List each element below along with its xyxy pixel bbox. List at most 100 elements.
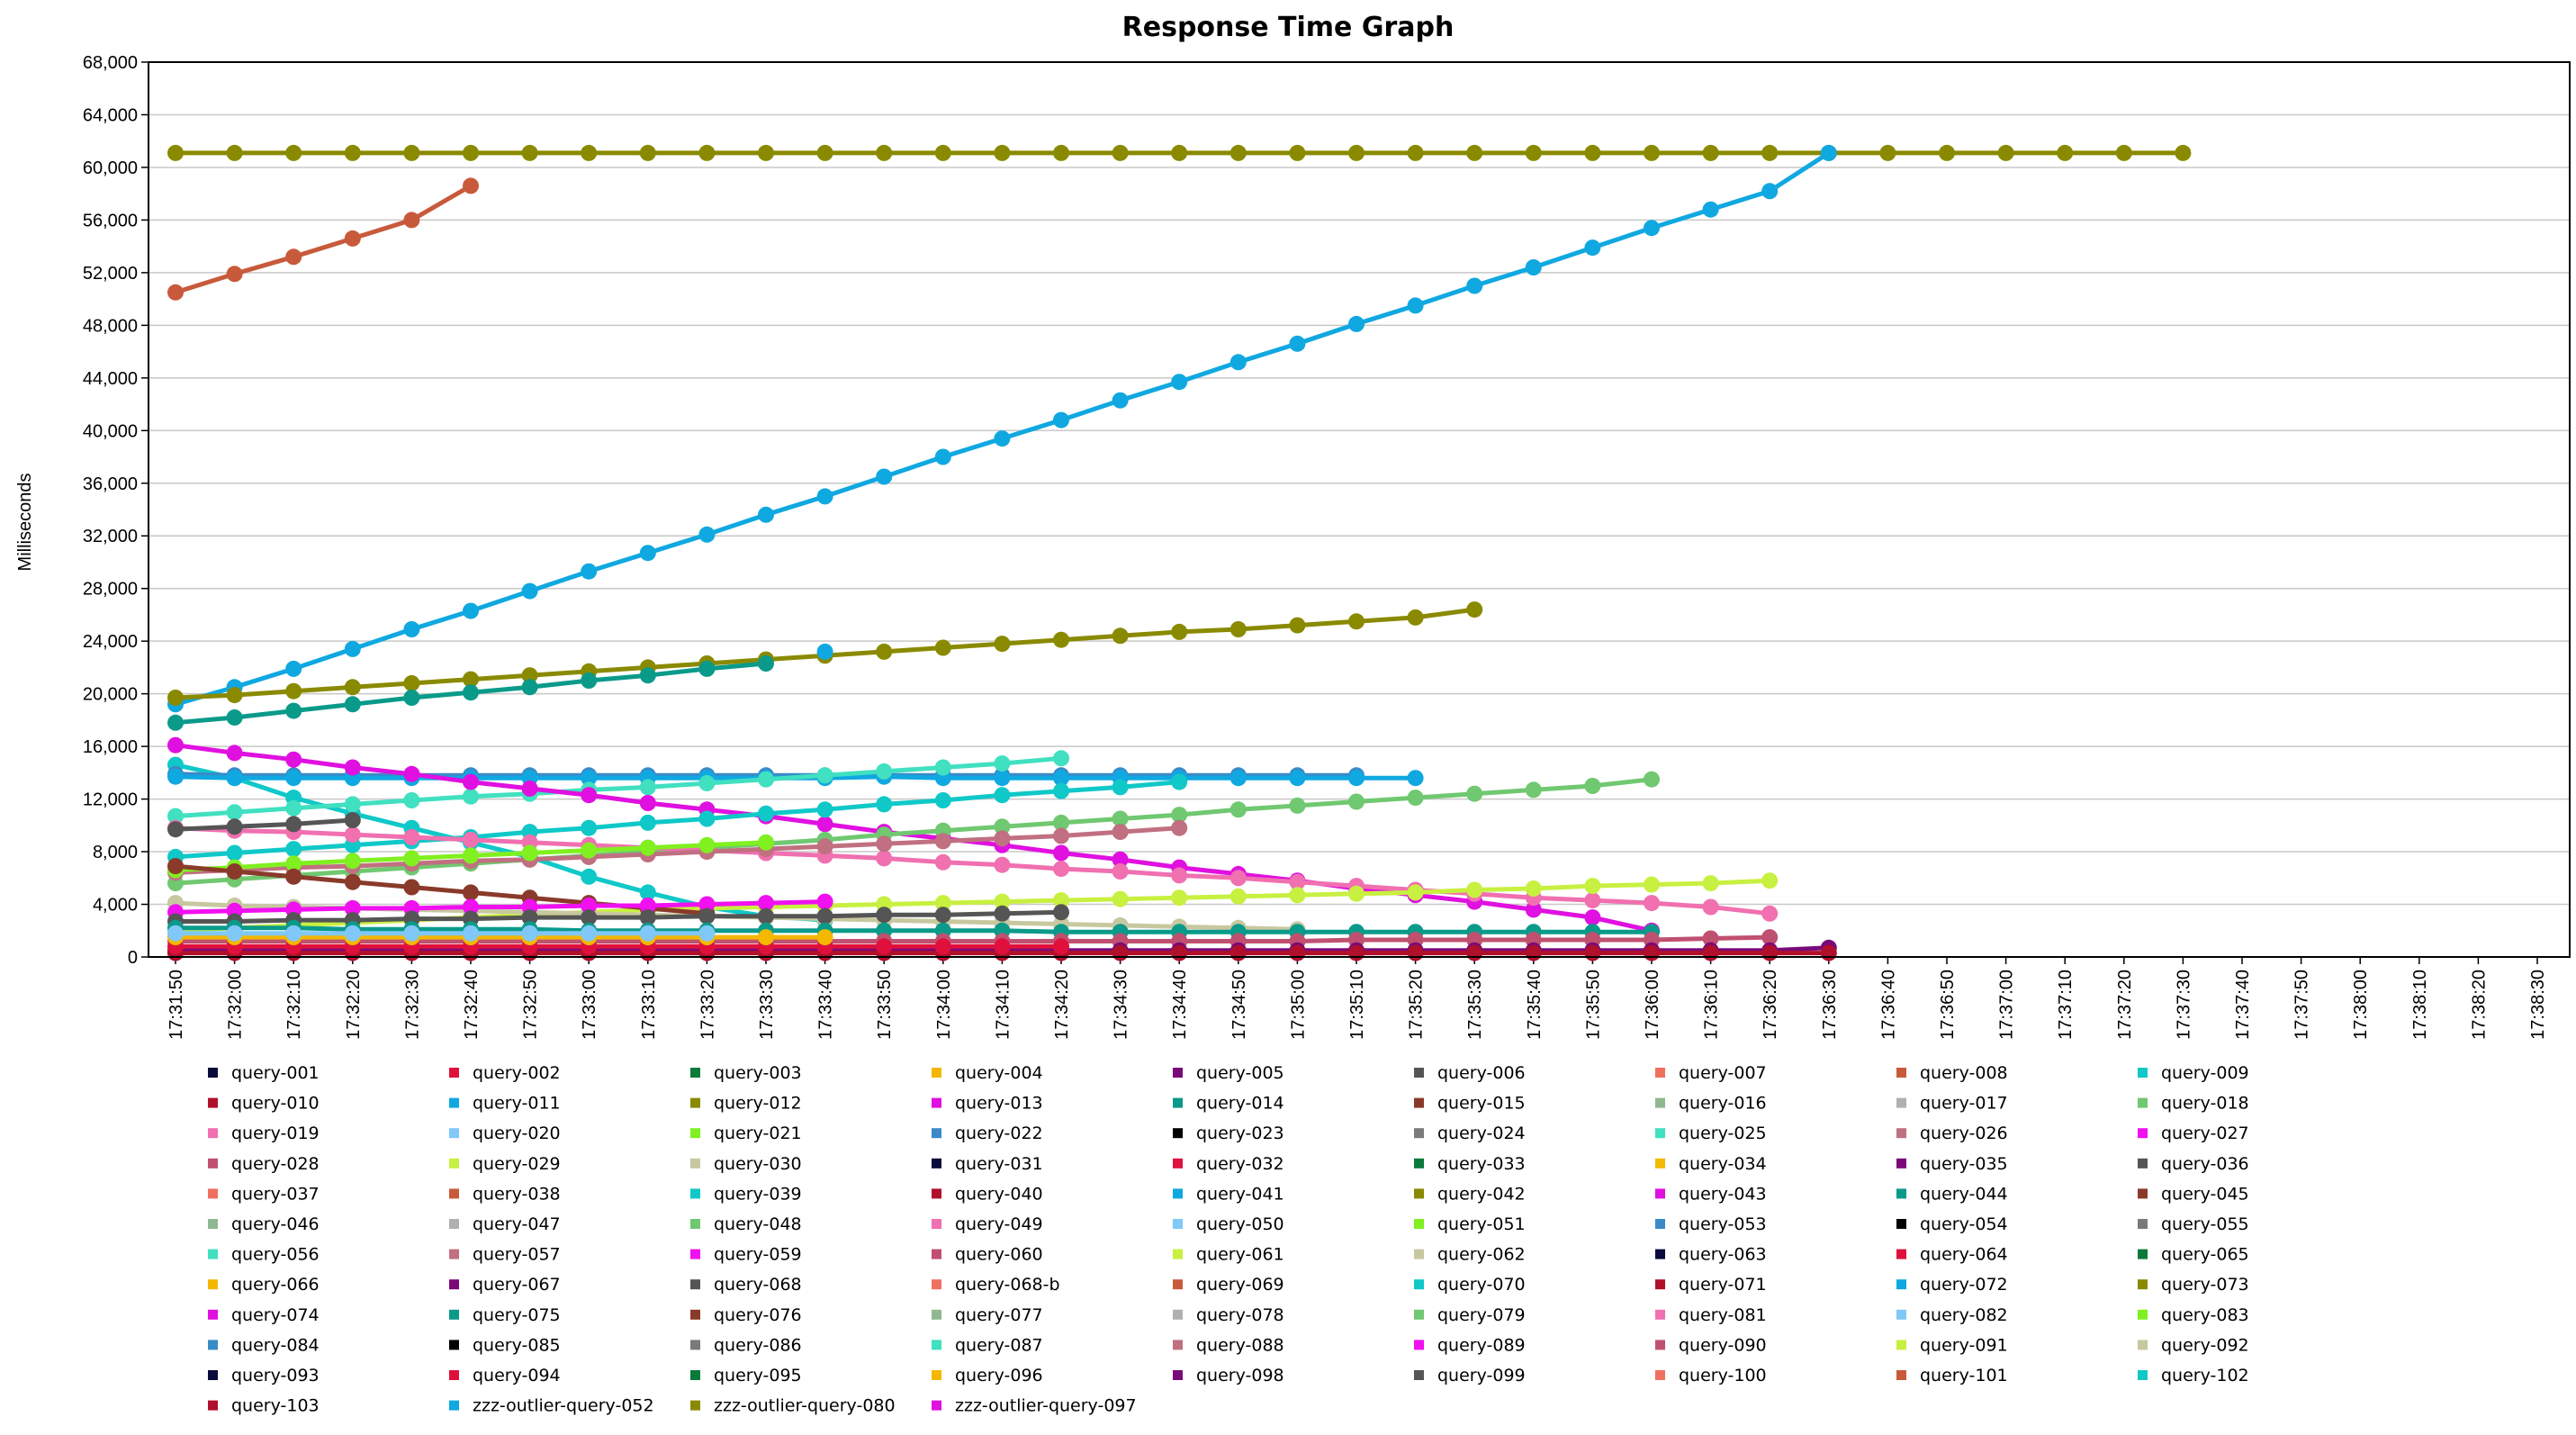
legend-item: query-002 bbox=[449, 1063, 561, 1083]
legend-swatch bbox=[1896, 1158, 1906, 1169]
data-point bbox=[403, 690, 420, 706]
data-point bbox=[698, 144, 716, 161]
legend-item: query-021 bbox=[690, 1124, 802, 1143]
data-point bbox=[2175, 144, 2192, 161]
data-point bbox=[344, 812, 361, 828]
data-point bbox=[1053, 827, 1069, 844]
legend-item: query-064 bbox=[1896, 1245, 2008, 1265]
data-point bbox=[876, 468, 893, 485]
data-point bbox=[1407, 144, 1424, 161]
y-tick-label: 32,000 bbox=[83, 527, 138, 546]
legend-label: query-072 bbox=[1920, 1275, 2008, 1295]
data-point bbox=[639, 795, 656, 811]
legend-swatch bbox=[690, 1340, 700, 1350]
data-point bbox=[167, 821, 184, 838]
legend-item: query-093 bbox=[208, 1366, 320, 1385]
x-tick-label: 17:36:10 bbox=[1702, 970, 1722, 1040]
data-point bbox=[1289, 770, 1306, 787]
legend-label: query-064 bbox=[1920, 1245, 2008, 1265]
legend-item: query-071 bbox=[1655, 1275, 1767, 1295]
data-point bbox=[758, 771, 774, 788]
data-point bbox=[285, 660, 302, 677]
data-point bbox=[876, 144, 893, 161]
data-point bbox=[876, 835, 893, 853]
data-point bbox=[1229, 621, 1247, 637]
legend-item: query-061 bbox=[1173, 1245, 1284, 1265]
legend-swatch bbox=[1173, 1068, 1183, 1078]
legend-item: query-065 bbox=[2138, 1245, 2249, 1265]
legend-swatch bbox=[690, 1279, 700, 1290]
legend-swatch bbox=[1655, 1188, 1665, 1199]
legend-item: query-010 bbox=[208, 1094, 320, 1114]
data-point bbox=[816, 767, 833, 784]
legend-swatch bbox=[2138, 1188, 2148, 1199]
data-point bbox=[285, 799, 302, 817]
data-point bbox=[285, 855, 302, 872]
series-2 bbox=[167, 144, 1837, 713]
data-point bbox=[1407, 944, 1424, 961]
data-point bbox=[226, 745, 243, 762]
legend-label: query-082 bbox=[1920, 1305, 2008, 1325]
legend-item: query-088 bbox=[1173, 1335, 1284, 1355]
data-point bbox=[1644, 144, 1660, 161]
legend-swatch bbox=[1896, 1128, 1906, 1139]
legend-label: query-019 bbox=[231, 1124, 320, 1143]
legend-label: query-042 bbox=[1437, 1184, 1526, 1204]
legend-label: query-029 bbox=[473, 1154, 561, 1174]
data-point bbox=[403, 792, 420, 808]
legend-item: query-014 bbox=[1173, 1094, 1284, 1114]
legend-label: query-017 bbox=[1920, 1094, 2008, 1114]
data-point bbox=[1171, 819, 1188, 836]
legend-item: query-098 bbox=[1173, 1366, 1284, 1385]
data-point bbox=[1466, 277, 1483, 294]
legend-swatch bbox=[1896, 1068, 1906, 1078]
legend-label: zzz-outlier-query-052 bbox=[473, 1396, 654, 1416]
data-point bbox=[1229, 354, 1247, 371]
data-point bbox=[344, 230, 361, 247]
data-point bbox=[285, 144, 302, 161]
legend-swatch bbox=[449, 1340, 459, 1350]
data-point bbox=[1053, 938, 1069, 955]
data-point bbox=[994, 770, 1011, 787]
legend-label: query-035 bbox=[1920, 1154, 2008, 1174]
data-point bbox=[1112, 863, 1129, 880]
x-tick-label: 17:37:20 bbox=[2115, 970, 2135, 1040]
x-tick-label: 17:35:30 bbox=[1465, 970, 1485, 1040]
legend-item: query-045 bbox=[2138, 1184, 2249, 1204]
data-point bbox=[1997, 144, 2014, 161]
legend-label: query-063 bbox=[1679, 1245, 1767, 1265]
legend-swatch bbox=[1655, 1158, 1665, 1169]
legend-item: query-037 bbox=[208, 1184, 320, 1204]
legend-label: query-090 bbox=[1679, 1335, 1767, 1355]
data-point bbox=[1289, 144, 1306, 161]
data-point bbox=[1112, 810, 1129, 827]
data-point bbox=[1171, 867, 1188, 884]
data-point bbox=[1466, 785, 1483, 802]
legend-label: query-053 bbox=[1679, 1214, 1767, 1234]
data-point bbox=[1761, 944, 1779, 961]
legend-item: query-103 bbox=[208, 1396, 320, 1416]
data-point bbox=[1112, 890, 1129, 907]
y-axis-ticks: 0 4,000 8,000 12,000 16,000 20,000 24,000 28,00… bbox=[83, 53, 149, 968]
data-point bbox=[698, 526, 716, 543]
data-point bbox=[285, 682, 302, 699]
legend-swatch bbox=[1896, 1219, 1906, 1229]
legend-swatch bbox=[208, 1279, 218, 1290]
legend-swatch bbox=[690, 1400, 700, 1411]
legend-item: query-030 bbox=[690, 1154, 802, 1174]
legend-label: query-016 bbox=[1679, 1094, 1767, 1114]
legend-swatch bbox=[449, 1219, 459, 1229]
legend-swatch bbox=[690, 1158, 700, 1169]
data-point bbox=[934, 448, 951, 465]
legend-item: query-017 bbox=[1896, 1094, 2008, 1114]
data-point bbox=[758, 655, 774, 672]
legend-label: query-078 bbox=[1196, 1305, 1284, 1325]
legend-swatch bbox=[1414, 1309, 1424, 1320]
data-point bbox=[639, 839, 656, 856]
data-point bbox=[758, 907, 774, 925]
legend-label: query-081 bbox=[1679, 1305, 1767, 1325]
legend-label: query-073 bbox=[2161, 1275, 2249, 1295]
legend-item: query-095 bbox=[690, 1366, 802, 1385]
data-point bbox=[1644, 944, 1660, 961]
